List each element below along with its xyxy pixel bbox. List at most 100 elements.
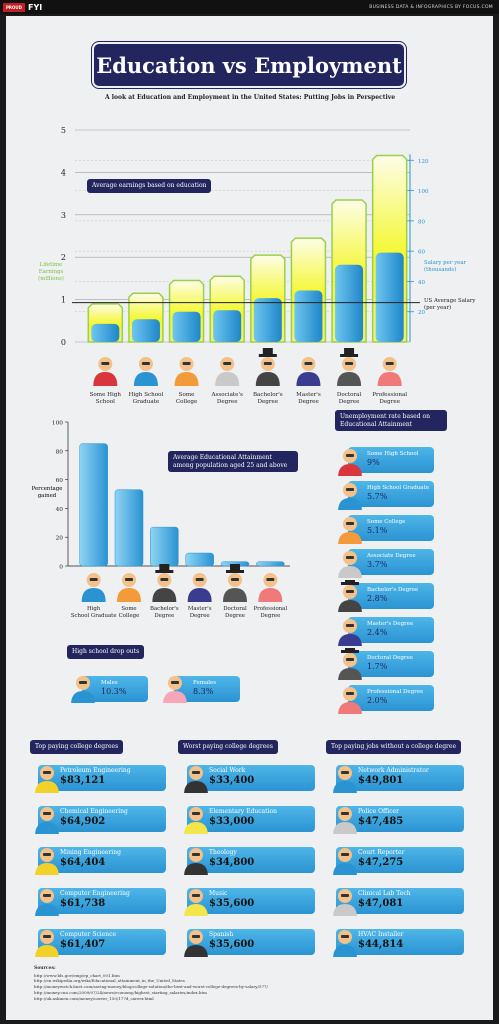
dropout-value: 10.3% <box>101 687 127 697</box>
person-glasses <box>304 362 313 365</box>
y2-tick-label: 20 <box>418 310 425 316</box>
avatar-figure <box>333 930 357 957</box>
education-avatar <box>338 551 362 578</box>
person-body <box>184 863 208 875</box>
person-glasses <box>182 362 191 365</box>
person-hat <box>226 570 244 573</box>
y-tick-label: 20 <box>56 536 64 542</box>
job-avatar <box>35 889 59 916</box>
person-body <box>184 945 208 957</box>
salary-bar <box>172 311 201 342</box>
dropouts-title: High school drop outs <box>67 645 145 659</box>
attainment-bar <box>185 552 214 567</box>
salary-row: Petroleum Engineering $83,121 <box>38 765 166 791</box>
unemployment-label: Some College <box>367 519 406 525</box>
avatar-figure <box>338 449 362 476</box>
female-avatar <box>163 676 187 703</box>
person-glasses <box>192 935 200 938</box>
category-label: Some <box>179 392 196 398</box>
avatar-figure <box>163 676 187 703</box>
job-avatar <box>333 930 357 957</box>
salary-value: $64,902 <box>60 816 106 828</box>
page-subtitle: A look at Education and Employment in th… <box>104 94 396 101</box>
person-body <box>184 904 208 916</box>
category-label: Degree <box>154 613 174 619</box>
person-glasses <box>385 362 394 365</box>
person-glasses <box>43 935 51 938</box>
job-name: Theology <box>209 849 237 856</box>
salary-row: Theology $34,800 <box>187 847 315 873</box>
person-body <box>35 904 59 916</box>
unemployment-value: 5.7% <box>367 492 388 502</box>
salary-value: $33,400 <box>209 775 255 787</box>
person-hat <box>258 354 277 357</box>
attainment-avatar <box>81 573 106 602</box>
category-label: School <box>96 399 115 405</box>
salary-row: Computer Engineering $61,738 <box>38 888 166 914</box>
source-link[interactable]: http://moneywatch.bnet.com/saving-money/… <box>34 984 268 990</box>
unemployment-value: 1.7% <box>367 662 388 672</box>
y2-tick-label: 80 <box>418 219 425 225</box>
avatar-figure <box>184 766 208 793</box>
job-name: Chemical Engineering <box>60 808 128 815</box>
source-link[interactable]: http://money.cnn.com/2009/07/24/news/eco… <box>34 989 207 995</box>
y2-tick-label: 120 <box>418 159 429 165</box>
attainment-ylabel: Percentage gained <box>31 486 63 499</box>
source-link[interactable]: http://uk.askmen.com/money/career_150/17… <box>34 995 154 1001</box>
person-body <box>35 822 59 834</box>
attainment-avatar <box>187 573 212 602</box>
unemployment-label: Associate Degree <box>367 553 416 559</box>
avatar-figure <box>184 807 208 834</box>
person-glasses <box>346 624 354 627</box>
person-glasses <box>101 362 110 365</box>
source-link[interactable]: http://www.bls.gov/emp/ep_chart_001.htm <box>34 972 120 978</box>
person-glasses <box>43 894 51 897</box>
person-glasses <box>341 894 349 897</box>
salary-value: $61,407 <box>60 939 106 951</box>
salary-bar <box>375 252 404 342</box>
unemployment-label: Doctoral Degree <box>367 655 414 661</box>
unemployment-row: Associate Degree 3.7% <box>348 549 434 575</box>
person-glasses <box>346 556 354 559</box>
person-body <box>338 532 362 544</box>
person-glasses <box>43 812 51 815</box>
person-body <box>338 702 362 714</box>
education-avatar <box>338 449 362 476</box>
job-avatar <box>184 930 208 957</box>
salary-row: Mining Engineering $64,404 <box>38 847 166 873</box>
category-label: School Graduate <box>71 613 117 619</box>
male-avatar <box>71 676 95 703</box>
person-glasses <box>160 578 169 581</box>
y-tick-label: 1 <box>61 296 66 305</box>
y-tick-label: 4 <box>61 168 66 177</box>
person-glasses <box>125 578 133 581</box>
salary-row: Music $35,600 <box>187 888 315 914</box>
unemployment-title: Unemployment rate based on Educational A… <box>335 410 447 431</box>
earnings-y2label: Salary per year (thousands) <box>424 260 467 273</box>
education-avatar <box>337 348 362 386</box>
person-glasses <box>43 771 51 774</box>
dropout-label: Males <box>101 680 118 686</box>
source-link[interactable]: http://en.wikipedia.org/wiki/Educational… <box>34 978 185 984</box>
avatar-figure <box>333 807 357 834</box>
category-label: Some <box>121 606 136 612</box>
job-name: Social Work <box>209 767 246 774</box>
job-avatar <box>184 848 208 875</box>
person-body <box>133 372 158 386</box>
y-tick-label: 5 <box>61 126 66 135</box>
salary-value: $61,738 <box>60 898 106 910</box>
salary-row: Court Reporter $47,275 <box>336 847 464 873</box>
person-glasses <box>192 771 200 774</box>
category-label: Bachelor's <box>150 606 179 612</box>
attainment-avatar <box>152 564 177 602</box>
avatar-figure <box>338 517 362 544</box>
worst-degrees-title: Worst paying college degrees <box>178 740 278 754</box>
person-body <box>333 781 357 793</box>
person-body <box>184 781 208 793</box>
education-avatar <box>93 357 118 386</box>
person-body <box>333 822 357 834</box>
attainment-avatar <box>117 573 141 602</box>
top-degrees-title: Top paying college degrees <box>30 740 124 754</box>
job-name: Clinical Lab Tech <box>358 890 411 897</box>
